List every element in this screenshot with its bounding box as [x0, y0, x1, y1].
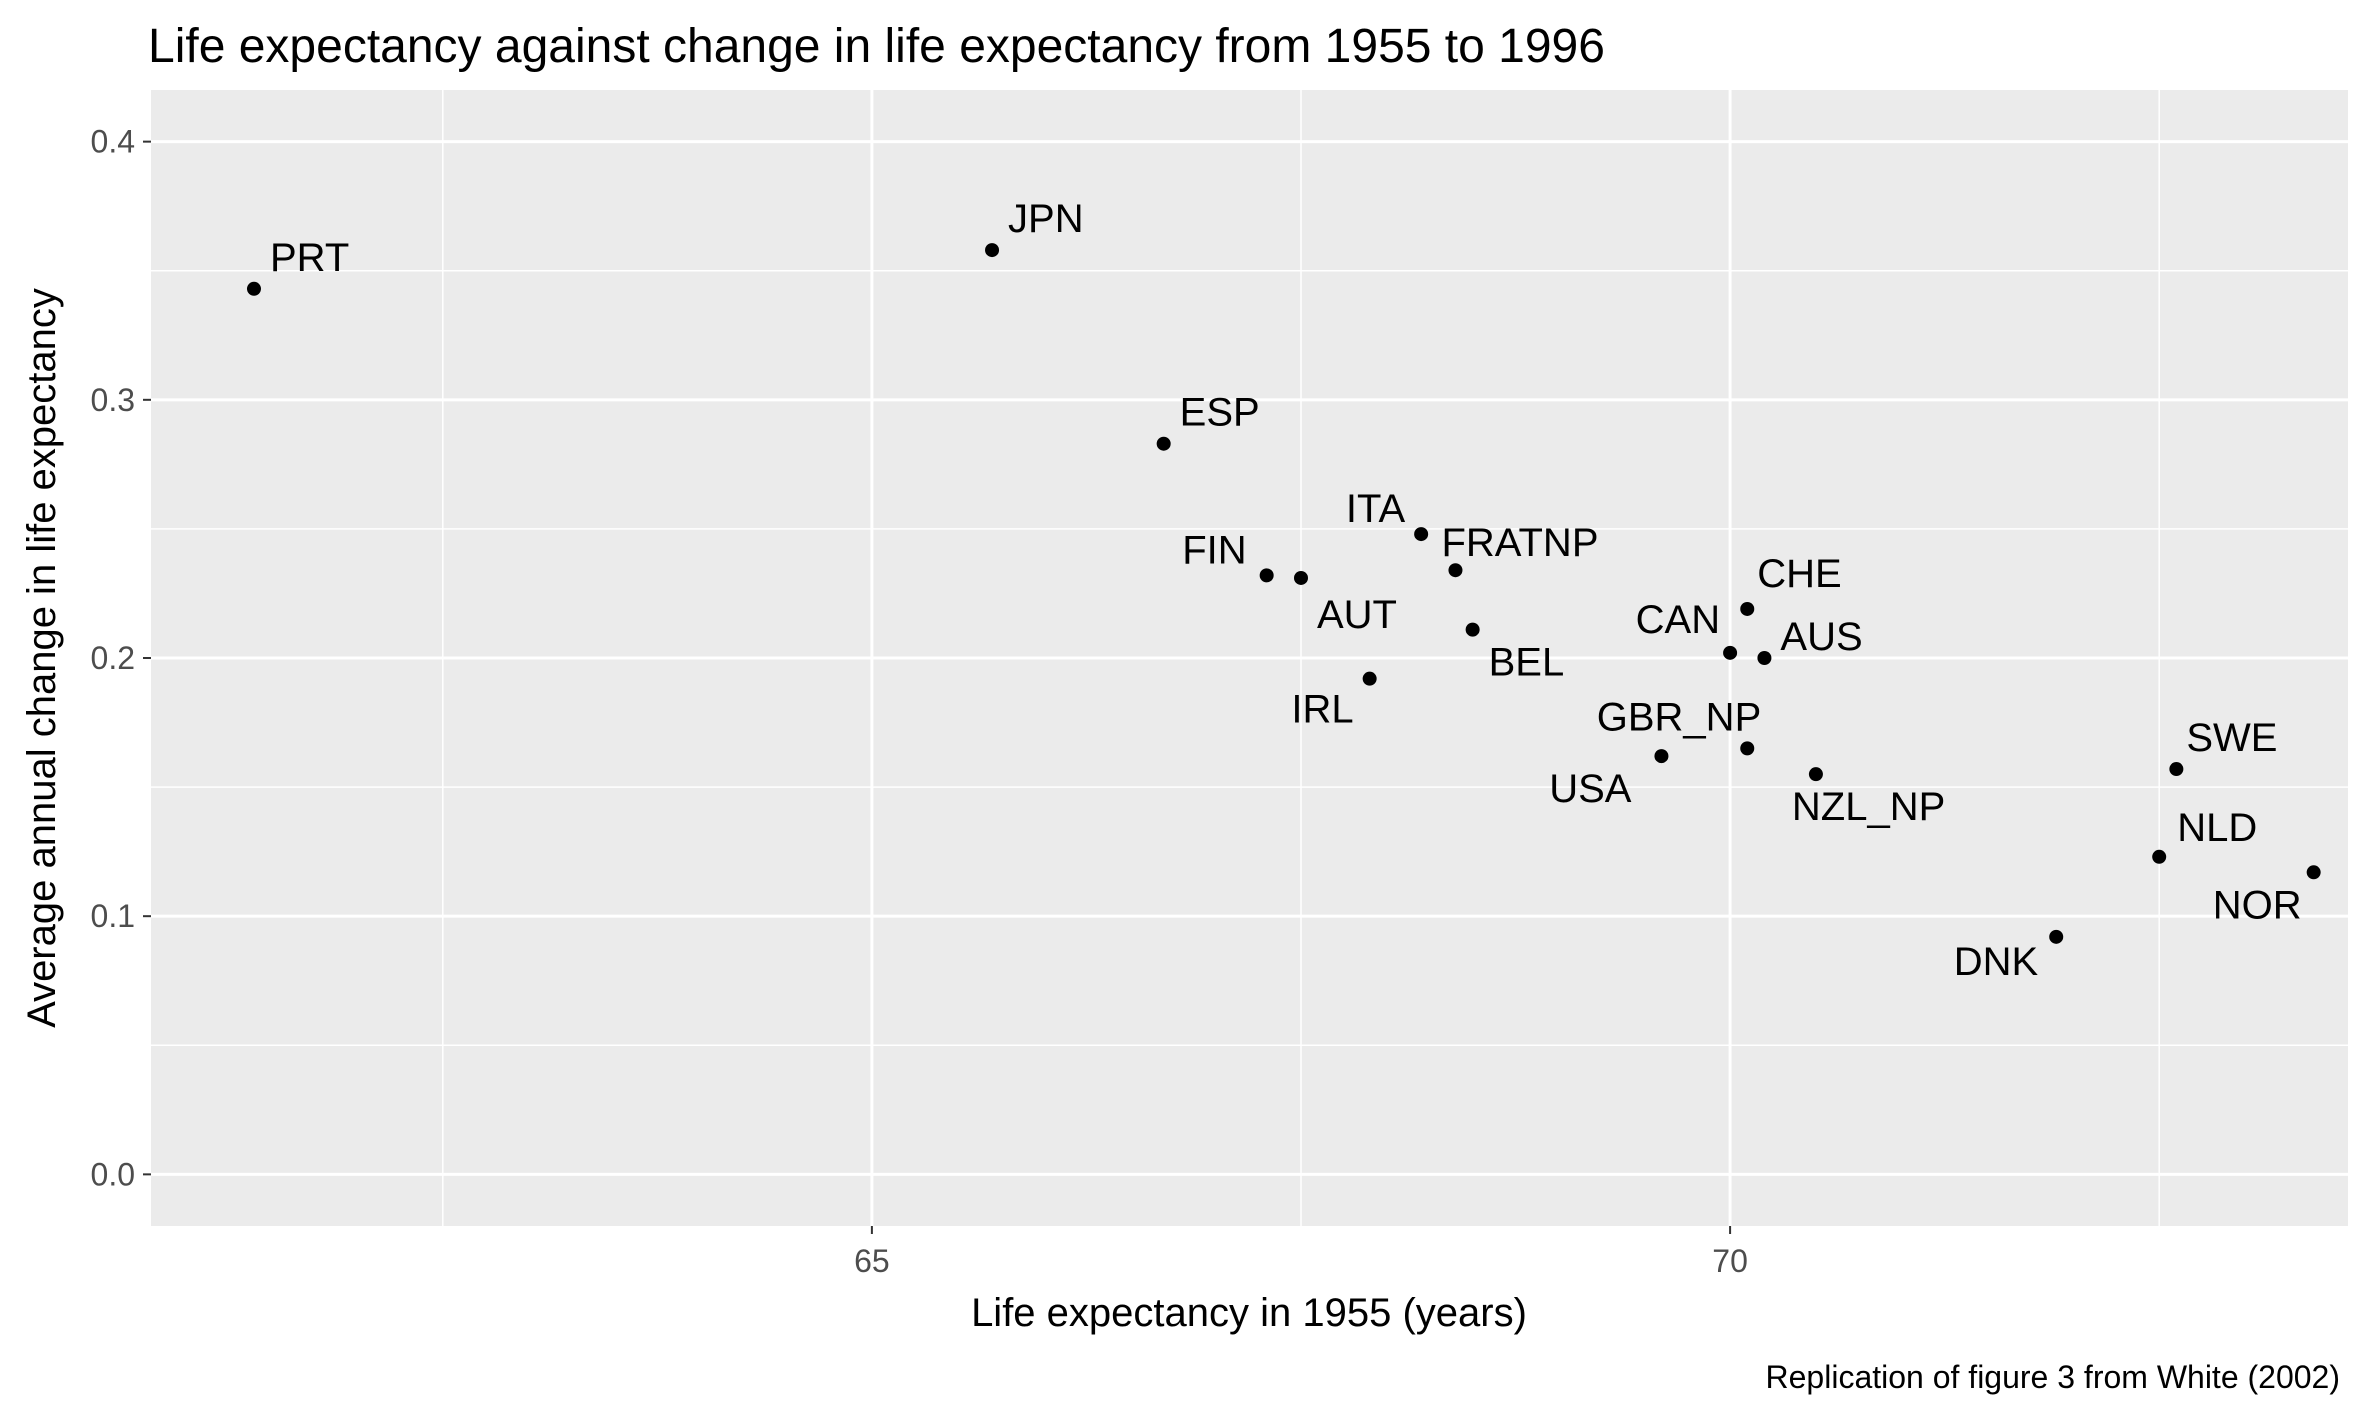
data-label: CAN — [1636, 598, 1720, 642]
y-axis-ticks: 0.0 0.1 0.2 0.3 0.4 — [91, 124, 151, 1192]
y-tick-label: 0.3 — [91, 382, 135, 418]
data-point — [1808, 767, 1823, 782]
x-axis-ticks: 65 70 — [854, 1226, 1748, 1279]
data-label: JPN — [1008, 197, 1084, 241]
data-point — [1414, 527, 1429, 542]
data-point — [246, 281, 261, 296]
data-point — [1465, 622, 1480, 637]
data-label: FRATNP — [1441, 521, 1598, 565]
y-tick-label: 0.0 — [91, 1156, 135, 1192]
data-point — [1740, 601, 1755, 616]
data-label: CHE — [1757, 552, 1841, 596]
data-label: ITA — [1346, 487, 1406, 531]
x-tick-label: 65 — [854, 1243, 890, 1279]
data-label: NZL_NP — [1792, 785, 1945, 829]
chart-title: Life expectancy against change in life e… — [148, 20, 1605, 73]
data-label: NOR — [2213, 883, 2302, 927]
y-axis-title: Average annual change in life expectancy — [20, 288, 64, 1028]
data-point — [1448, 563, 1463, 578]
data-label: IRL — [1291, 688, 1353, 732]
data-point — [1740, 741, 1755, 756]
x-axis-title: Life expectancy in 1955 (years) — [971, 1291, 1527, 1335]
data-label: PRT — [270, 236, 349, 280]
data-label: AUT — [1317, 593, 1397, 637]
data-point — [985, 243, 1000, 258]
data-label: GBR_NP — [1597, 695, 1762, 739]
data-point — [1654, 749, 1669, 764]
data-point — [2306, 865, 2321, 880]
data-point — [1156, 436, 1171, 451]
y-tick-label: 0.4 — [91, 124, 135, 160]
data-label: SWE — [2186, 716, 2277, 760]
data-label: USA — [1549, 767, 1632, 811]
chart-caption: Replication of figure 3 from White (2002… — [1766, 1359, 2340, 1395]
data-label: FIN — [1182, 528, 1246, 572]
data-point — [2169, 762, 2184, 777]
y-tick-label: 0.2 — [91, 640, 135, 676]
data-label: DNK — [1954, 940, 2039, 984]
data-point — [2152, 849, 2167, 864]
point-labels: PRT JPN ESP FIN AUT ITA FRATNP BEL IRL CHE CAN AUS G… — [270, 197, 2302, 984]
data-label: ESP — [1180, 391, 1260, 435]
data-point — [1362, 671, 1377, 686]
data-point — [1723, 645, 1738, 660]
data-point — [2049, 929, 2064, 944]
x-tick-label: 70 — [1712, 1243, 1748, 1279]
data-label: BEL — [1489, 641, 1565, 685]
data-point — [1757, 651, 1772, 665]
data-point — [1259, 568, 1274, 583]
data-label: AUS — [1780, 615, 1862, 659]
data-points — [246, 243, 2321, 944]
y-tick-label: 0.1 — [91, 898, 135, 934]
data-label: NLD — [2177, 806, 2257, 850]
data-point — [1293, 570, 1308, 585]
